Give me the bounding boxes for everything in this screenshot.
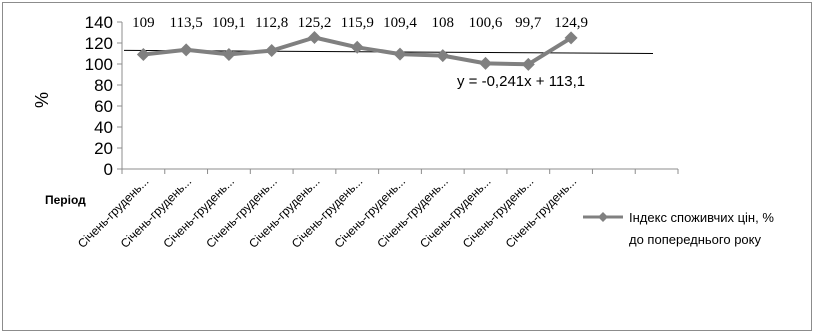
data-point-marker	[436, 49, 450, 63]
data-label: 109,1	[212, 15, 246, 31]
chart-frame	[2, 2, 812, 331]
legend-label: Індекс споживчих цін, %	[629, 210, 774, 225]
y-tick-label: 100	[85, 55, 113, 74]
y-tick-label: 40	[94, 118, 113, 137]
data-point-marker	[222, 47, 236, 61]
legend: Індекс споживчих цін, % до попереднього р…	[583, 210, 774, 247]
data-point-marker	[136, 48, 150, 62]
data-label: 100,6	[469, 15, 503, 31]
category-label: Січень-грудень...	[75, 174, 152, 251]
category-labels: Січень-грудень...Січень-грудень...Січень…	[75, 174, 579, 251]
data-point-marker	[521, 57, 535, 71]
y-tick-label: 120	[85, 34, 113, 53]
x-axis-title: Період	[45, 193, 86, 207]
y-axis: 0 20 40 60 80 100 120 140	[85, 13, 123, 179]
y-tick-label: 0	[104, 160, 113, 179]
y-axis-title: %	[32, 92, 52, 108]
legend-label: до попереднього року	[629, 232, 761, 247]
data-point-marker	[307, 31, 321, 45]
data-point-marker	[179, 43, 193, 57]
data-point-marker	[350, 40, 364, 54]
data-label: 125,2	[298, 15, 332, 31]
data-labels: 109 113,5 109,1 112,8 125,2 115,9 109,4 108 100,…	[132, 15, 588, 31]
data-label: 109	[132, 15, 155, 31]
y-tick-label: 60	[94, 97, 113, 116]
trendline-equation: y = -0,241x + 113,1	[457, 73, 585, 90]
y-tick-label: 140	[85, 13, 113, 32]
data-label: 115,9	[341, 15, 374, 31]
y-tick-label: 20	[94, 139, 113, 158]
data-point-marker	[393, 47, 407, 61]
series-group	[136, 31, 578, 71]
y-tick-label: 80	[94, 76, 113, 95]
data-point-marker	[564, 31, 578, 45]
data-label: 112,8	[255, 15, 288, 31]
data-label: 109,4	[383, 15, 417, 31]
data-label: 99,7	[515, 15, 542, 31]
data-label: 113,5	[170, 15, 203, 31]
data-point-marker	[479, 56, 493, 70]
x-axis	[121, 168, 679, 174]
data-point-marker	[265, 44, 279, 58]
data-label: 108	[432, 15, 455, 31]
legend-marker-swatch	[598, 212, 608, 222]
data-label: 124,9	[554, 15, 588, 31]
